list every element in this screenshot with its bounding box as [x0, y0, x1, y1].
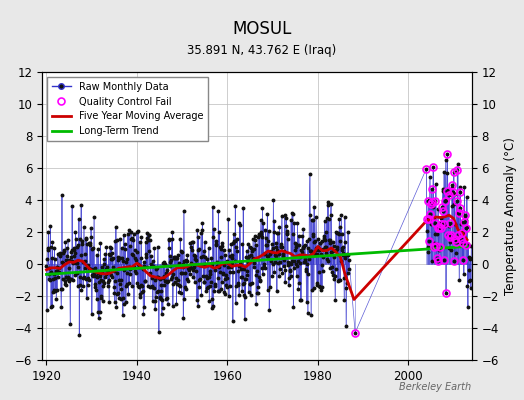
Text: MOSUL: MOSUL: [232, 20, 292, 38]
Text: 35.891 N, 43.762 E (Iraq): 35.891 N, 43.762 E (Iraq): [188, 44, 336, 57]
Text: Berkeley Earth: Berkeley Earth: [399, 382, 472, 392]
Legend: Raw Monthly Data, Quality Control Fail, Five Year Moving Average, Long-Term Tren: Raw Monthly Data, Quality Control Fail, …: [47, 77, 208, 141]
Y-axis label: Temperature Anomaly (°C): Temperature Anomaly (°C): [504, 137, 517, 295]
